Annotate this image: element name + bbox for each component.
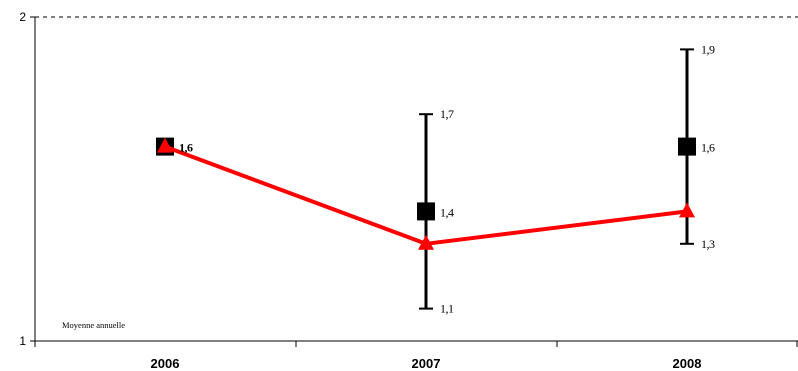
- error-low-label: 1,3: [701, 237, 715, 251]
- triangle-point: [418, 234, 434, 250]
- triangle-point: [679, 202, 695, 218]
- square-point: [678, 137, 696, 156]
- value-label: 1,4: [440, 205, 454, 219]
- axis-layer: 1 2 2006 2007 2008: [19, 10, 798, 371]
- value-label: 1,6: [179, 141, 193, 155]
- label-layer: Moyenne annuelle 1,7 1,1 1,9 1,3 1,6 1,4 1,6: [62, 42, 716, 330]
- error-high-label: 1,7: [440, 107, 454, 121]
- error-bar-layer: [419, 48, 694, 310]
- x-tick-label: 2006: [151, 356, 180, 371]
- y-tick-label: 1: [19, 334, 26, 348]
- y-tick-label: 2: [19, 10, 26, 24]
- square-point: [417, 202, 435, 221]
- series-layer: [156, 137, 696, 250]
- x-tick-label: 2008: [673, 356, 702, 371]
- triangle-point: [157, 137, 173, 153]
- annotation-label: Moyenne annuelle: [62, 320, 125, 330]
- value-label: 1,6: [701, 141, 715, 155]
- x-tick-label: 2007: [412, 356, 441, 371]
- error-low-label: 1,1: [440, 302, 454, 316]
- error-high-label: 1,9: [701, 42, 715, 56]
